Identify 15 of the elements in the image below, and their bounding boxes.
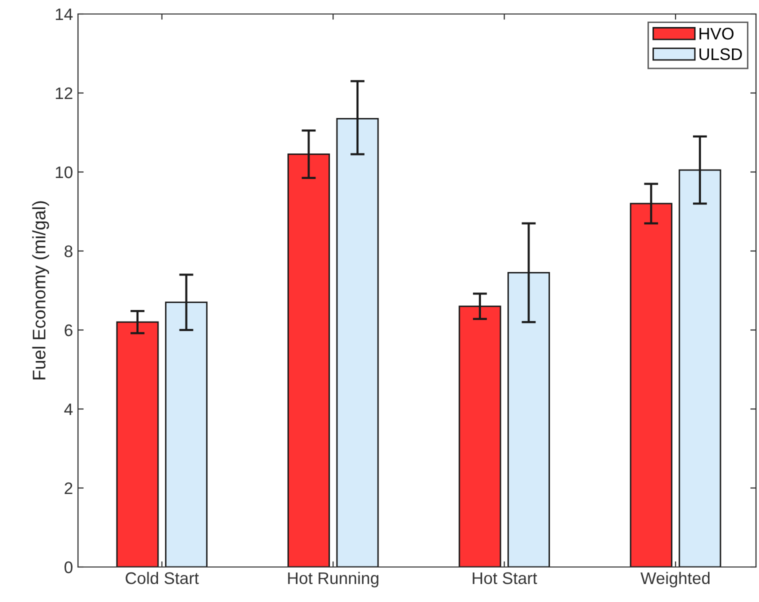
y-tick-label: 2	[64, 482, 72, 494]
legend-label: ULSD	[699, 48, 742, 60]
y-tick-label: 10	[56, 166, 72, 178]
x-tick-label: Hot Start	[472, 572, 538, 584]
y-tick-label: 14	[56, 8, 73, 20]
x-tick-label: Cold Start	[126, 572, 199, 584]
legend-label: HVO	[700, 28, 734, 40]
x-tick-label: Hot Running	[288, 572, 378, 588]
y-tick-label: 6	[64, 324, 72, 336]
y-tick-label: 12	[56, 87, 72, 100]
y-axis-title: Fuel Economy (mi/gal)	[32, 201, 50, 380]
x-tick-label: Weighted	[640, 572, 710, 588]
y-tick-label: 4	[64, 404, 73, 416]
y-tick-label: 8	[64, 245, 72, 258]
y-tick-label: 0	[64, 561, 72, 574]
